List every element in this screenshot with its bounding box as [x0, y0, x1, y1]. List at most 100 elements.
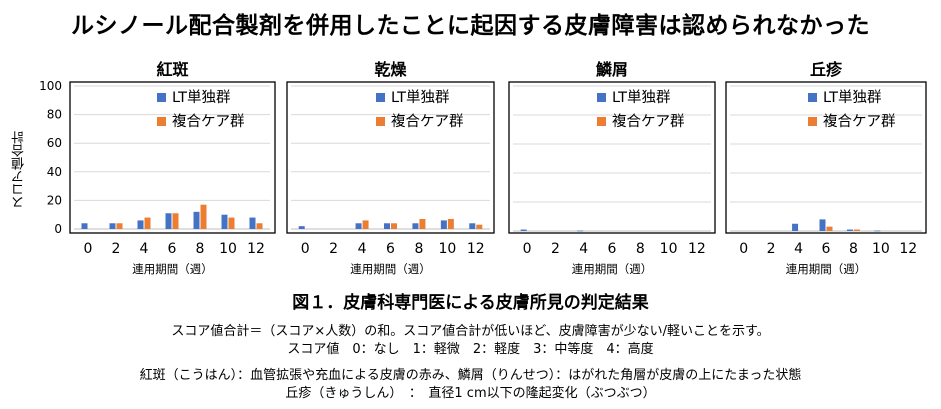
- chart-2-bar-s2-6: [391, 223, 397, 229]
- chart-1-legend-swatch-2: [157, 117, 166, 126]
- chart-2-bar-s2-4: [362, 220, 369, 229]
- chart-3-xtick-10: 10: [660, 241, 678, 257]
- chart-2-frame: [286, 81, 495, 234]
- chart-2-bar-s1-10: [440, 220, 447, 229]
- chart-1-xtick-2: 2: [112, 241, 121, 257]
- chart-1-ytick-3: 60: [47, 136, 62, 150]
- chart-4-xtick-6: 6: [822, 241, 831, 257]
- chart-2-xtick-6: 6: [386, 241, 395, 257]
- chart-3-legend-label-1: LT単独群: [612, 89, 670, 106]
- chart-1-ytick-4: 80: [47, 108, 62, 122]
- chart-1-xtick-8: 8: [196, 241, 205, 257]
- chart-3-xtick-0: 0: [523, 241, 532, 257]
- chart-2-bar-s2-12: [476, 224, 483, 229]
- chart-2-xtick-2: 2: [329, 241, 338, 257]
- chart-2-bar-s2-10: [447, 218, 454, 229]
- chart-1-title: 紅斑: [156, 60, 188, 79]
- chart-1-ytick-1: 20: [47, 193, 62, 207]
- note-definition: スコア値合計＝（スコア×人数）の和。スコア値合計が低いほど、皮膚障害が少ない/軽…: [171, 324, 770, 339]
- chart-1-legend-label-2: 複合ケア群: [172, 113, 245, 130]
- chart-2-bar-s1-6: [384, 223, 390, 229]
- chart-3-xlabel: 連用期間（週）: [572, 262, 653, 276]
- note-erythema-scale: 紅斑（こうはん）：血管拡張や充血による皮膚の赤み、鱗屑（りんせつ）：はがれた角層…: [139, 368, 802, 383]
- chart-4-frame: [725, 81, 927, 234]
- chart-3-bar-s1-4: [577, 230, 584, 232]
- chart-1-legend-label-1: LT単独群: [172, 89, 230, 106]
- chart-1-bar-s2-12: [256, 223, 263, 229]
- chart-1-bar-s1-12: [249, 217, 256, 229]
- chart-1-bar-s2-4: [144, 217, 151, 229]
- figure-caption: 図１．皮膚科専門医による皮膚所見の判定結果: [292, 293, 649, 313]
- chart-2-bar-s1-4: [355, 223, 362, 229]
- chart-1-xtick-0: 0: [84, 241, 93, 257]
- chart-2-legend-swatch-2: [376, 117, 385, 126]
- chart-4-xtick-8: 8: [849, 241, 858, 257]
- headline: ルシノール配合製剤を併用したことに起因する皮膚障害は認められなかった: [71, 13, 870, 39]
- chart-4-xtick-12: 12: [899, 241, 917, 257]
- chart-1-bar-s1-10: [221, 214, 228, 229]
- chart-4-xtick-0: 0: [739, 241, 748, 257]
- chart-3-legend-label-2: 複合ケア群: [612, 113, 685, 130]
- chart-2-xtick-0: 0: [301, 241, 310, 257]
- chart-4-bar-s1-6: [819, 219, 826, 231]
- chart-1-ytick-5: 100: [39, 79, 62, 93]
- chart-1-frame: [69, 81, 276, 234]
- chart-4-xtick-4: 4: [794, 241, 803, 257]
- chart-4-xlabel: 連用期間（週）: [786, 262, 867, 276]
- chart-4-xtick-2: 2: [767, 241, 776, 257]
- chart-2-legend-label-1: LT単独群: [391, 89, 449, 106]
- chart-4-legend-swatch-1: [808, 93, 817, 102]
- chart-1-bar-s2-6: [172, 213, 179, 229]
- chart-4-legend-swatch-2: [808, 117, 817, 126]
- chart-3-frame: [508, 81, 716, 234]
- chart-1-xtick-6: 6: [168, 241, 177, 257]
- chart-3-xtick-12: 12: [688, 241, 706, 257]
- chart-4-title: 丘疹: [810, 60, 843, 79]
- chart-2-legend-swatch-1: [376, 93, 385, 102]
- chart-2-bar-s2-8: [419, 218, 426, 229]
- chart-1-xtick-10: 10: [219, 241, 237, 257]
- chart-2-xtick-12: 12: [467, 241, 485, 257]
- chart-2-xtick-10: 10: [438, 241, 456, 257]
- chart-1-bar-s1-0: [81, 223, 88, 229]
- chart-1-bar-s1-8: [193, 211, 200, 229]
- note-score-scale: スコア値 0：なし 1：軽微 2：軽度 3：中等度 4：高度: [287, 342, 654, 357]
- chart-2-legend-label-2: 複合ケア群: [391, 113, 464, 130]
- chart-2-bar-s1-8: [412, 223, 419, 229]
- chart-2-xtick-8: 8: [414, 241, 423, 257]
- chart-4-bar-s1-10: [874, 230, 881, 232]
- chart-1-ytick-0: 0: [54, 222, 62, 236]
- chart-2-xlabel: 連用期間（週）: [350, 262, 431, 276]
- chart-1-bar-s1-4: [137, 220, 144, 229]
- chart-2-bar-s1-12: [469, 223, 476, 229]
- chart-1-bar-s1-2: [109, 223, 116, 229]
- chart-4-bar-s1-4: [792, 223, 799, 231]
- note-papule: 丘疹（きゅうしん） ： 直径1 cm以下の隆起変化（ぶつぶつ）: [285, 386, 656, 401]
- chart-2-xtick-4: 4: [358, 241, 367, 257]
- chart-1-xlabel: 連用期間（週）: [132, 262, 213, 276]
- chart-4-bar-s2-8: [853, 229, 860, 231]
- chart-3-legend-swatch-1: [597, 93, 606, 102]
- chart-1-bar-s2-10: [228, 217, 235, 229]
- chart-1-bar-s2-2: [116, 223, 123, 229]
- chart-2-title: 乾燥: [374, 60, 407, 79]
- chart-4-legend-label-1: LT単独群: [823, 89, 881, 106]
- chart-1-ytick-2: 40: [47, 165, 62, 179]
- chart-4-bar-s2-6: [826, 226, 833, 231]
- chart-1-bar-s1-6: [165, 213, 172, 229]
- chart-4-bar-s1-8: [846, 229, 853, 231]
- chart-3-xtick-6: 6: [608, 241, 617, 257]
- chart-4-xtick-10: 10: [872, 241, 890, 257]
- chart-3-xtick-8: 8: [636, 241, 645, 257]
- chart-1-legend-swatch-1: [157, 93, 166, 102]
- chart-4-legend-label-2: 複合ケア群: [823, 113, 896, 130]
- chart-1-xtick-4: 4: [140, 241, 149, 257]
- chart-1-bar-s2-8: [200, 204, 207, 229]
- chart-2-bar-s1-0: [298, 226, 305, 229]
- chart-3-xtick-2: 2: [551, 241, 560, 257]
- chart-1-xtick-12: 12: [247, 241, 265, 257]
- chart-3-title: 鱗屑: [595, 60, 628, 79]
- chart-3-bar-s1-0: [520, 229, 527, 231]
- chart-3-xtick-4: 4: [579, 241, 588, 257]
